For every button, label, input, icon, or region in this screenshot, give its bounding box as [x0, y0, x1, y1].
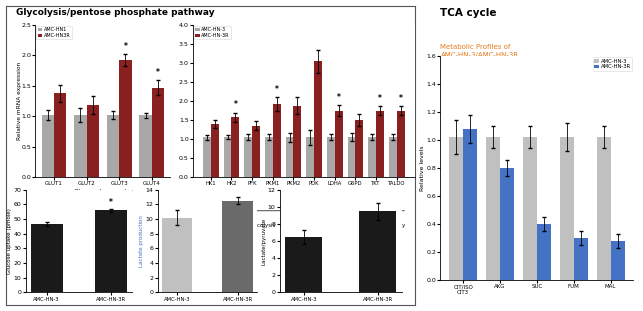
Bar	[95, 210, 127, 292]
Bar	[119, 60, 132, 177]
Bar	[87, 105, 99, 177]
Bar	[523, 137, 537, 280]
Bar	[368, 137, 376, 177]
Bar	[31, 224, 62, 292]
Bar	[107, 115, 119, 177]
Bar	[152, 88, 164, 177]
Bar	[222, 201, 253, 292]
Legend: AMC-HN-3, AMC-HN-3R: AMC-HN-3, AMC-HN-3R	[194, 26, 231, 39]
Bar	[265, 137, 273, 177]
Bar	[162, 218, 192, 292]
Bar	[306, 137, 314, 177]
Bar	[376, 111, 384, 177]
Text: *: *	[275, 85, 278, 94]
X-axis label: Glucose transporter: Glucose transporter	[73, 189, 132, 194]
Legend: AMC-HN-3, AMC-HN-3R: AMC-HN-3, AMC-HN-3R	[593, 57, 632, 71]
Text: Metabolic Profiles of
AMC-HN-3/AMC-HN-3R: Metabolic Profiles of AMC-HN-3/AMC-HN-3R	[440, 44, 519, 58]
Bar	[252, 126, 260, 177]
Text: *: *	[123, 42, 127, 51]
Bar	[611, 241, 624, 280]
Bar	[560, 137, 574, 280]
Bar	[537, 224, 551, 280]
Bar	[359, 211, 396, 292]
Bar	[285, 237, 322, 292]
Y-axis label: Glucose uptake (pmole): Glucose uptake (pmole)	[7, 208, 12, 274]
Y-axis label: Lactate production: Lactate production	[139, 215, 144, 267]
Text: *: *	[399, 94, 403, 103]
Y-axis label: Relative levels: Relative levels	[420, 145, 425, 191]
Bar	[74, 115, 87, 177]
Bar	[463, 129, 477, 280]
Bar	[389, 137, 397, 177]
Bar	[397, 111, 404, 177]
Legend: AMC-HN1, AMC-HN3R: AMC-HN1, AMC-HN3R	[37, 26, 72, 39]
Bar	[356, 120, 363, 177]
Bar	[211, 124, 219, 177]
Bar	[348, 137, 356, 177]
Text: *: *	[337, 93, 341, 102]
Bar	[285, 137, 293, 177]
Bar	[293, 106, 302, 177]
Text: Glycolysis: Glycolysis	[249, 223, 276, 228]
Text: Glycolysis/pentose phosphate pathway: Glycolysis/pentose phosphate pathway	[16, 8, 215, 17]
Bar	[231, 117, 239, 177]
Bar	[244, 137, 252, 177]
Text: *: *	[109, 197, 113, 207]
Text: *: *	[233, 100, 237, 109]
Bar	[486, 137, 500, 280]
Bar	[327, 137, 335, 177]
Bar	[203, 137, 211, 177]
Text: Pentose phosphate pathway: Pentose phosphate pathway	[327, 223, 405, 228]
Text: *: *	[378, 94, 382, 103]
Y-axis label: Lactate/pyruvate: Lactate/pyruvate	[261, 217, 266, 265]
Bar	[140, 115, 152, 177]
Bar	[42, 115, 54, 177]
Text: *: *	[156, 68, 160, 77]
Bar	[335, 111, 343, 177]
Bar	[273, 104, 281, 177]
Bar	[54, 93, 66, 177]
Bar	[574, 238, 588, 280]
Y-axis label: Relative mRNA expression: Relative mRNA expression	[17, 62, 23, 140]
Bar	[449, 137, 463, 280]
Bar	[500, 168, 514, 280]
Bar	[597, 137, 611, 280]
Bar	[224, 137, 231, 177]
Bar	[314, 61, 322, 177]
Text: TCA cycle: TCA cycle	[440, 8, 497, 18]
